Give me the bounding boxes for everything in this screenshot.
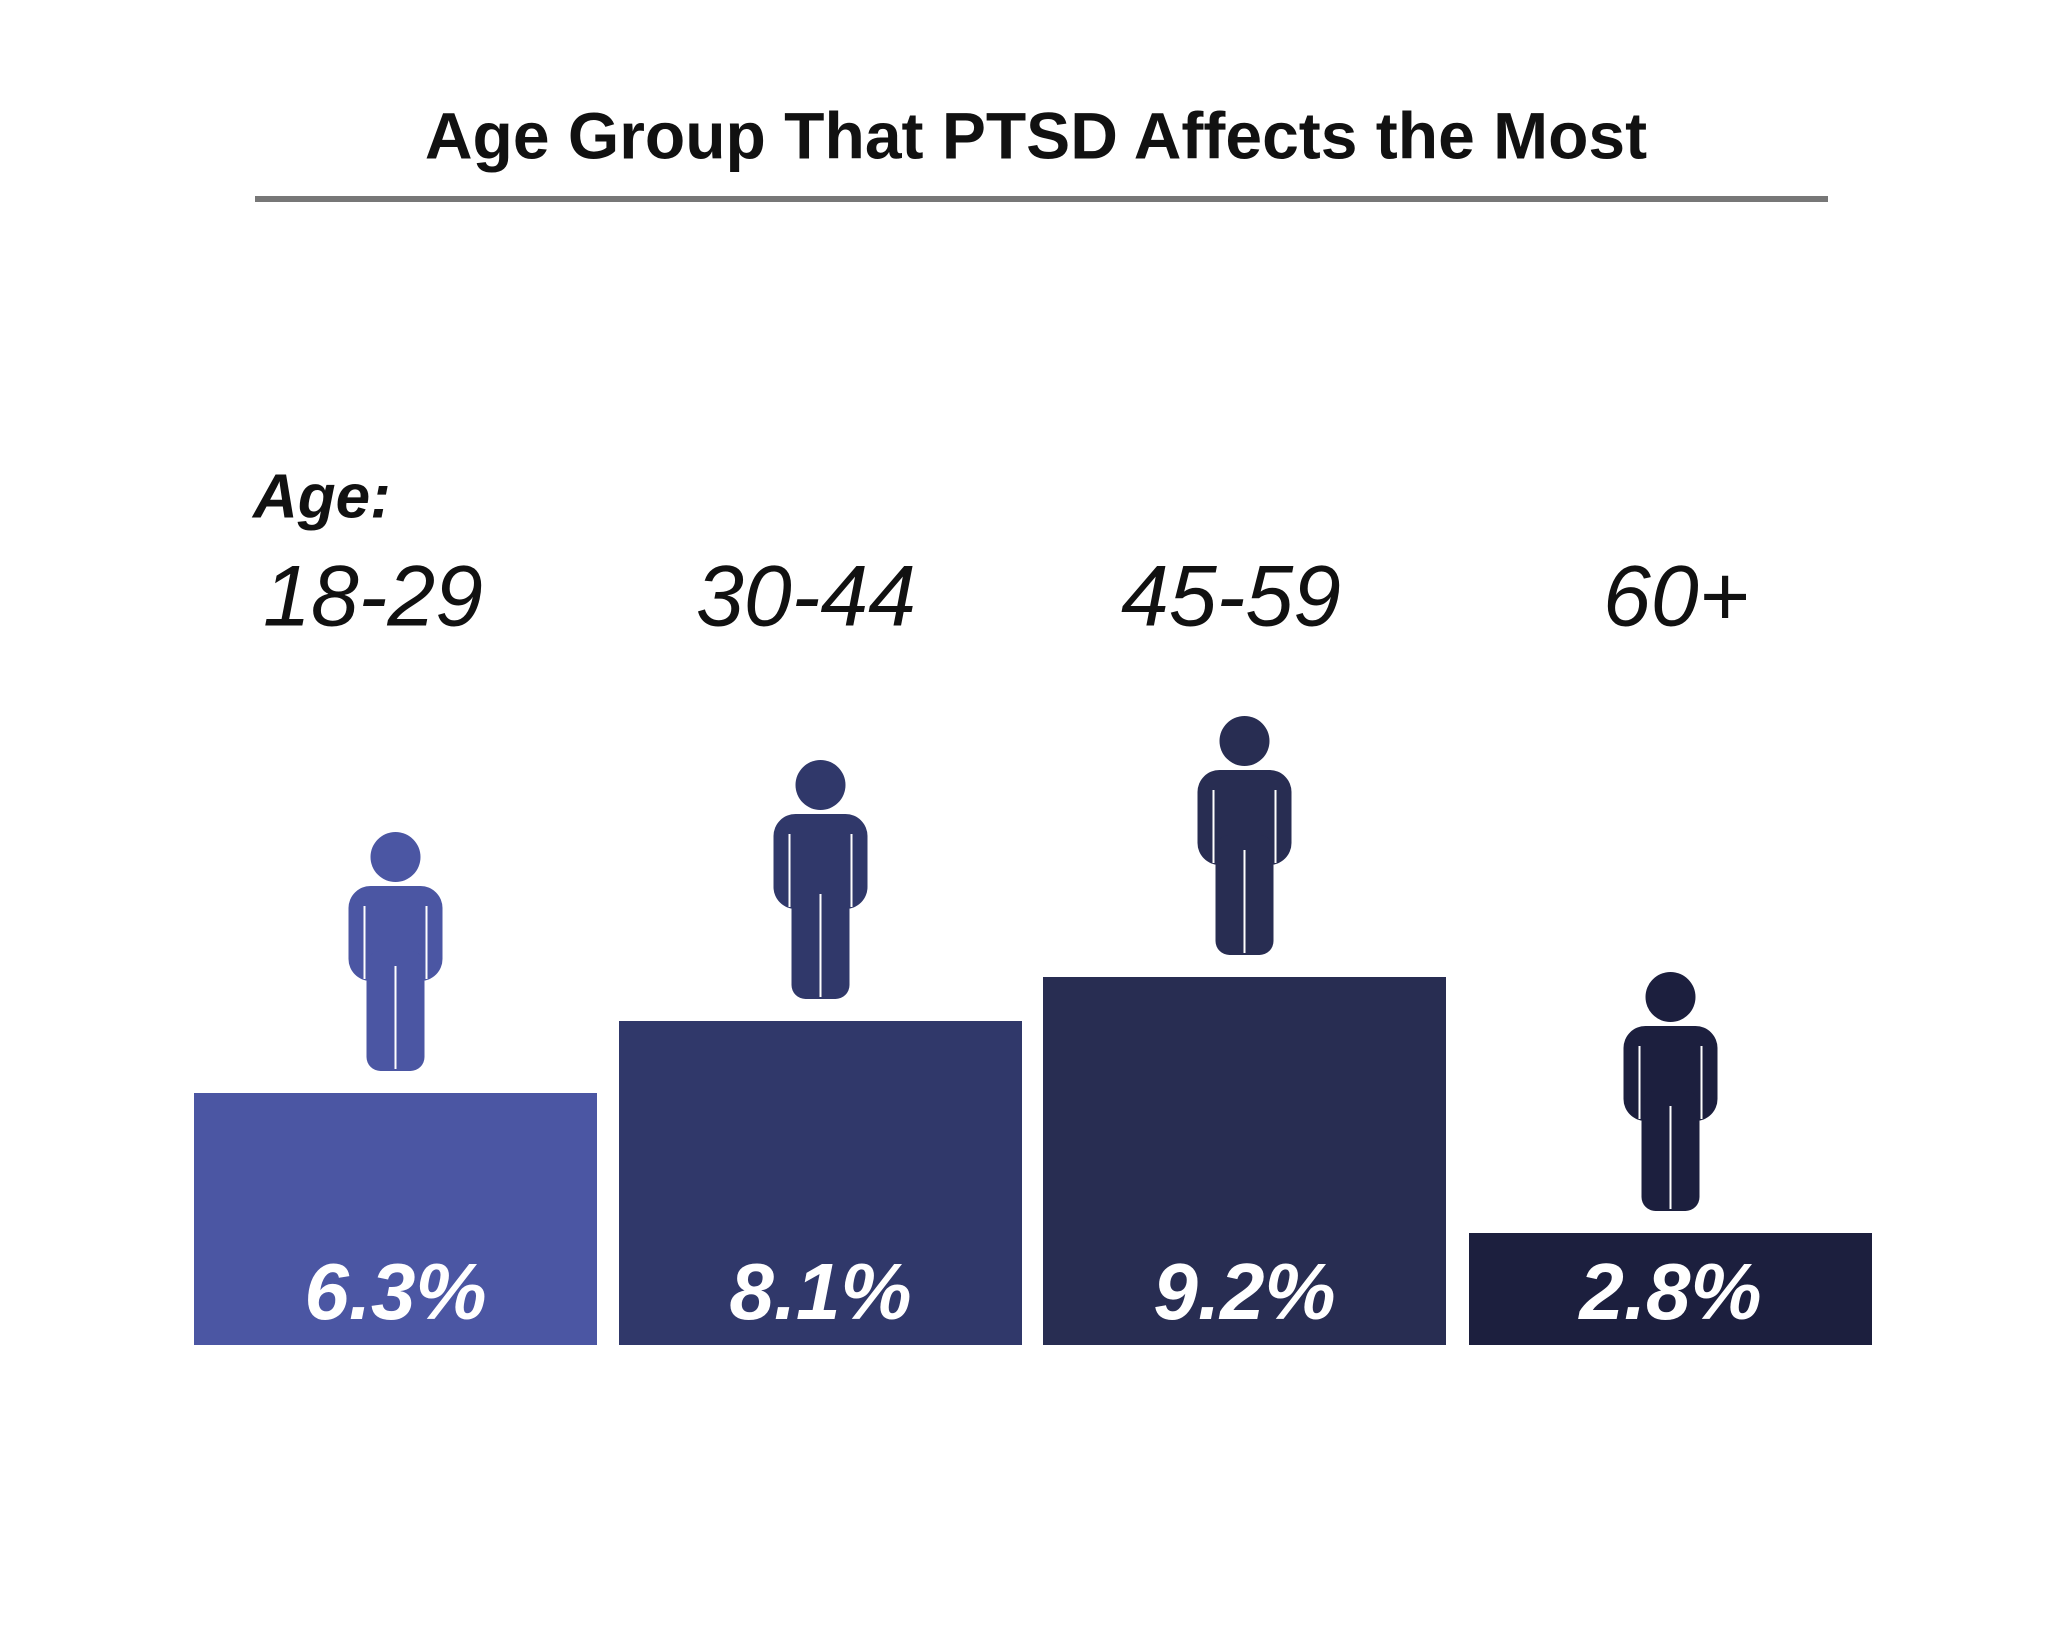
value-label: 2.8%: [1577, 1247, 1761, 1336]
category-label: Age:: [251, 462, 391, 531]
bar: [194, 1093, 597, 1345]
bar: [1043, 977, 1446, 1345]
person-icon: [348, 832, 443, 1071]
person-head: [1219, 716, 1270, 766]
person-head: [1645, 972, 1696, 1022]
person-head: [795, 760, 846, 810]
bar: [1469, 1233, 1872, 1345]
person-icon: [1623, 972, 1718, 1211]
x-tick-label: 18-29: [263, 549, 483, 645]
person-head: [370, 832, 421, 882]
value-label: 9.2%: [1153, 1247, 1335, 1336]
x-tick-label: 45-59: [1121, 549, 1341, 645]
bar: [619, 1021, 1022, 1345]
x-tick-label: 30-44: [696, 549, 916, 645]
value-label: 8.1%: [729, 1247, 911, 1336]
person-icon: [773, 760, 868, 999]
x-tick-label: 60+: [1603, 549, 1749, 645]
value-label: 6.3%: [304, 1247, 486, 1336]
person-icon: [1197, 716, 1292, 955]
chart-title: Age Group That PTSD Affects the Most: [425, 98, 1647, 172]
